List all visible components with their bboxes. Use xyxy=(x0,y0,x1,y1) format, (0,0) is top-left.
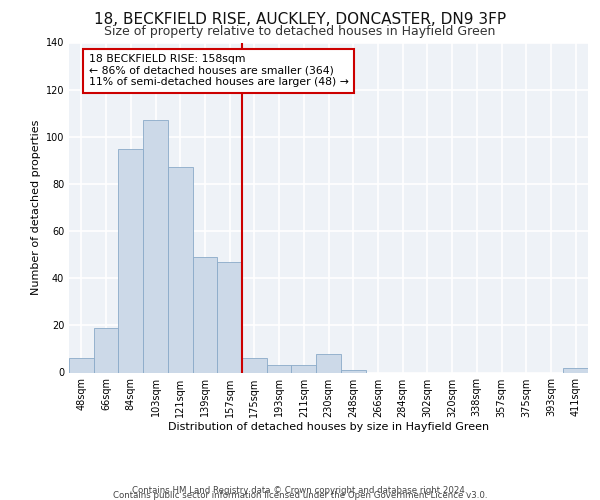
Y-axis label: Number of detached properties: Number of detached properties xyxy=(31,120,41,295)
Bar xyxy=(267,366,292,372)
Bar xyxy=(94,328,118,372)
Text: Size of property relative to detached houses in Hayfield Green: Size of property relative to detached ho… xyxy=(104,25,496,38)
Text: 18, BECKFIELD RISE, AUCKLEY, DONCASTER, DN9 3FP: 18, BECKFIELD RISE, AUCKLEY, DONCASTER, … xyxy=(94,12,506,28)
Bar xyxy=(341,370,365,372)
Text: Contains HM Land Registry data © Crown copyright and database right 2024.: Contains HM Land Registry data © Crown c… xyxy=(132,486,468,495)
Bar xyxy=(168,168,193,372)
Bar xyxy=(217,262,242,372)
Bar xyxy=(69,358,94,372)
Bar xyxy=(143,120,168,372)
Text: Contains public sector information licensed under the Open Government Licence v3: Contains public sector information licen… xyxy=(113,491,487,500)
X-axis label: Distribution of detached houses by size in Hayfield Green: Distribution of detached houses by size … xyxy=(168,422,489,432)
Text: 18 BECKFIELD RISE: 158sqm
← 86% of detached houses are smaller (364)
11% of semi: 18 BECKFIELD RISE: 158sqm ← 86% of detac… xyxy=(89,54,349,88)
Bar xyxy=(242,358,267,372)
Bar xyxy=(118,148,143,372)
Bar xyxy=(292,366,316,372)
Bar xyxy=(193,257,217,372)
Bar xyxy=(316,354,341,372)
Bar xyxy=(563,368,588,372)
